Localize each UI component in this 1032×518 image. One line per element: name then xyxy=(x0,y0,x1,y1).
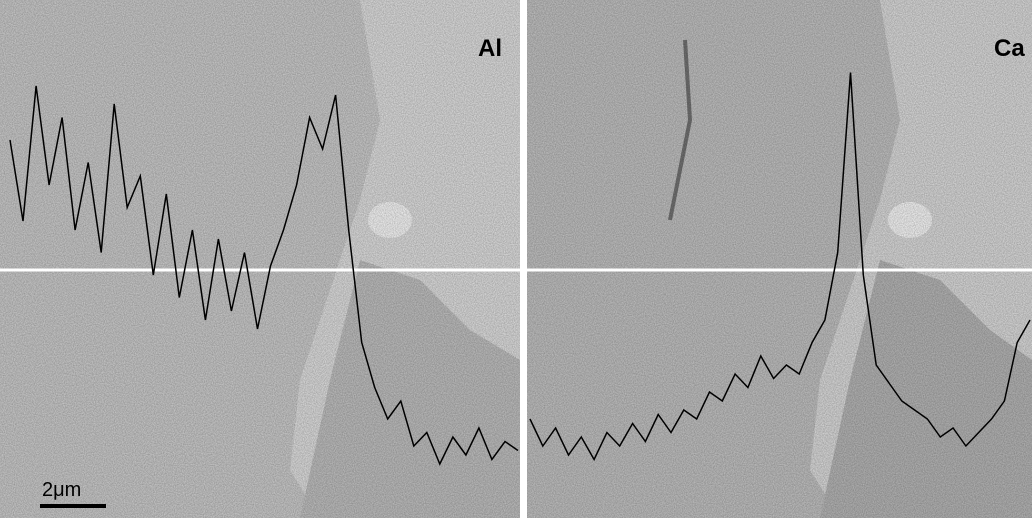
panel-label: Al xyxy=(478,35,502,62)
scale-bar-label: 2μm xyxy=(42,479,81,501)
figure: Al Ca 2μm xyxy=(0,0,1032,518)
page: {"panels": [ {"label": "Al", "profile": … xyxy=(0,0,1032,518)
micrograph-left xyxy=(0,0,520,518)
scale-bar xyxy=(40,504,106,508)
panel-label: Ca xyxy=(994,35,1025,62)
